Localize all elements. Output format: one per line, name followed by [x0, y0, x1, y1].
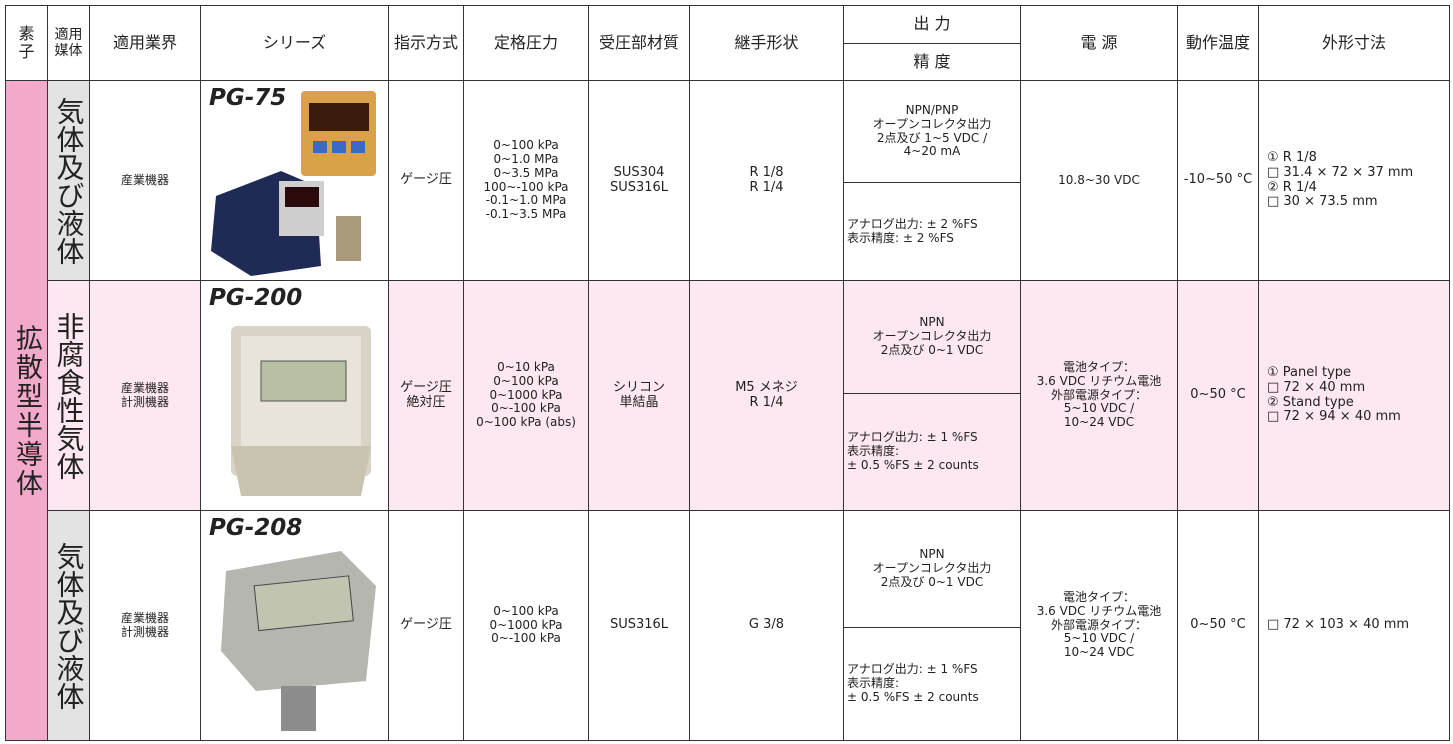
device-shape [336, 216, 361, 261]
header-industry: 適用業界 [89, 5, 201, 81]
output: NPN/PNP オープンコレクタ出力 2点及び 1~5 VDC / 4~20 m… [843, 80, 1021, 183]
device-shape [313, 141, 327, 153]
element-type: 拡散型半導体 [5, 80, 48, 741]
device-shape [351, 141, 365, 153]
series-cell: PG-200 [200, 280, 389, 511]
header-media: 適用 媒体 [47, 5, 90, 81]
industry: 産業機器 計測機器 [89, 510, 201, 741]
industry: 産業機器 [89, 80, 201, 281]
product-photo [211, 91, 376, 276]
temperature: 0~50 °C [1177, 280, 1259, 511]
series-name: PG-75 [209, 85, 287, 111]
accuracy: アナログ出力: ± 1 %FS 表示精度: ± 0.5 %FS ± 2 coun… [843, 393, 1021, 511]
table-row: アナログ出力: ± 1 %FS 表示精度: ± 0.5 %FS ± 2 coun… [6, 627, 1450, 741]
product-photo [231, 326, 371, 496]
fitting: M5 メネジ R 1/4 [689, 280, 844, 511]
header-temperature: 動作温度 [1177, 5, 1259, 81]
series-name: PG-208 [209, 515, 303, 541]
fitting: G 3/8 [689, 510, 844, 741]
fitting: R 1/8 R 1/4 [689, 80, 844, 281]
rated-pressure: 0~10 kPa 0~100 kPa 0~1000 kPa 0~-100 kPa… [463, 280, 589, 511]
header-material: 受圧部材質 [588, 5, 690, 81]
rated-pressure: 0~100 kPa 0~1000 kPa 0~-100 kPa [463, 510, 589, 741]
industry: 産業機器 計測機器 [89, 280, 201, 511]
power: 電池タイプ： 3.6 VDC リチウム電池 外部電源タイプ： 5~10 VDC … [1020, 510, 1178, 741]
device-shape [285, 187, 319, 207]
power: 電池タイプ： 3.6 VDC リチウム電池 外部電源タイプ： 5~10 VDC … [1020, 280, 1178, 511]
media: 非腐食性気体 [47, 280, 90, 511]
output: NPN オープンコレクタ出力 2点及び 0~1 VDC [843, 280, 1021, 394]
dimensions: □ 72 × 103 × 40 mm [1258, 510, 1450, 741]
header-rated-pressure: 定格圧力 [463, 5, 589, 81]
series-cell: PG-208 [200, 510, 389, 741]
media: 気体及び液体 [47, 510, 90, 741]
header-power: 電 源 [1020, 5, 1178, 81]
material: SUS304 SUS316L [588, 80, 690, 281]
table-row: 気体及び液体 産業機器 計測機器 PG-208 ゲージ圧 0~100 kPa 0~100… [6, 510, 1450, 741]
product-photo [221, 551, 376, 731]
device-shape [260, 360, 347, 402]
media: 気体及び液体 [47, 80, 90, 281]
series-name: PG-200 [209, 285, 303, 311]
header-dimensions: 外形寸法 [1258, 5, 1450, 81]
accuracy: アナログ出力: ± 2 %FS 表示精度: ± 2 %FS [843, 182, 1021, 281]
output: NPN オープンコレクタ出力 2点及び 0~1 VDC [843, 510, 1021, 628]
spec-table: 素 子適用 媒体 適用業界 シリーズ 指示方式 定格圧力 受圧部材質 継手形状出 力電 源動… [5, 5, 1450, 741]
header-series: シリーズ [200, 5, 389, 81]
series-cell: PG-75 [200, 80, 389, 281]
device-shape [309, 103, 369, 131]
dimensions: ① R 1/8 □ 31.4 × 72 × 37 mm ② R 1/4 □ 30… [1258, 80, 1450, 281]
table-row: 非腐食性気体 産業機器 計測機器 PG-200 ゲージ圧 絶対圧 0~10 kPa 0~… [6, 280, 1450, 511]
temperature: 0~50 °C [1177, 510, 1259, 741]
table-row: 拡散型半導体 気体及び液体 産業機器 PG-75 ゲージ圧 0~100 kPa 0~1.0… [5, 80, 1450, 741]
dimensions: ① Panel type □ 72 × 40 mm ② Stand type □… [1258, 280, 1450, 511]
material: SUS316L [588, 510, 690, 741]
table-row: 精 度 [6, 43, 1450, 81]
header-output: 出 力 [843, 5, 1021, 44]
power: 10.8~30 VDC [1020, 80, 1178, 281]
device-shape [253, 575, 354, 632]
device-shape [281, 686, 316, 731]
temperature: -10~50 °C [1177, 80, 1259, 281]
header-indication: 指示方式 [388, 5, 464, 81]
device-shape [332, 141, 346, 153]
rated-pressure: 0~100 kPa 0~1.0 MPa 0~3.5 MPa 100~-100 k… [463, 80, 589, 281]
header-element: 素 子 [5, 5, 48, 81]
indication: ゲージ圧 [388, 80, 464, 281]
indication: ゲージ圧 絶対圧 [388, 280, 464, 511]
header-accuracy: 精 度 [843, 43, 1021, 81]
material: シリコン 単結晶 [588, 280, 690, 511]
header-fitting: 継手形状 [689, 5, 844, 81]
device-shape [231, 446, 371, 496]
indication: ゲージ圧 [388, 510, 464, 741]
accuracy: アナログ出力: ± 1 %FS 表示精度: ± 0.5 %FS ± 2 coun… [843, 627, 1021, 741]
table-row: 素 子適用 媒体 適用業界 シリーズ 指示方式 定格圧力 受圧部材質 継手形状出 力電 源動… [5, 5, 1450, 81]
